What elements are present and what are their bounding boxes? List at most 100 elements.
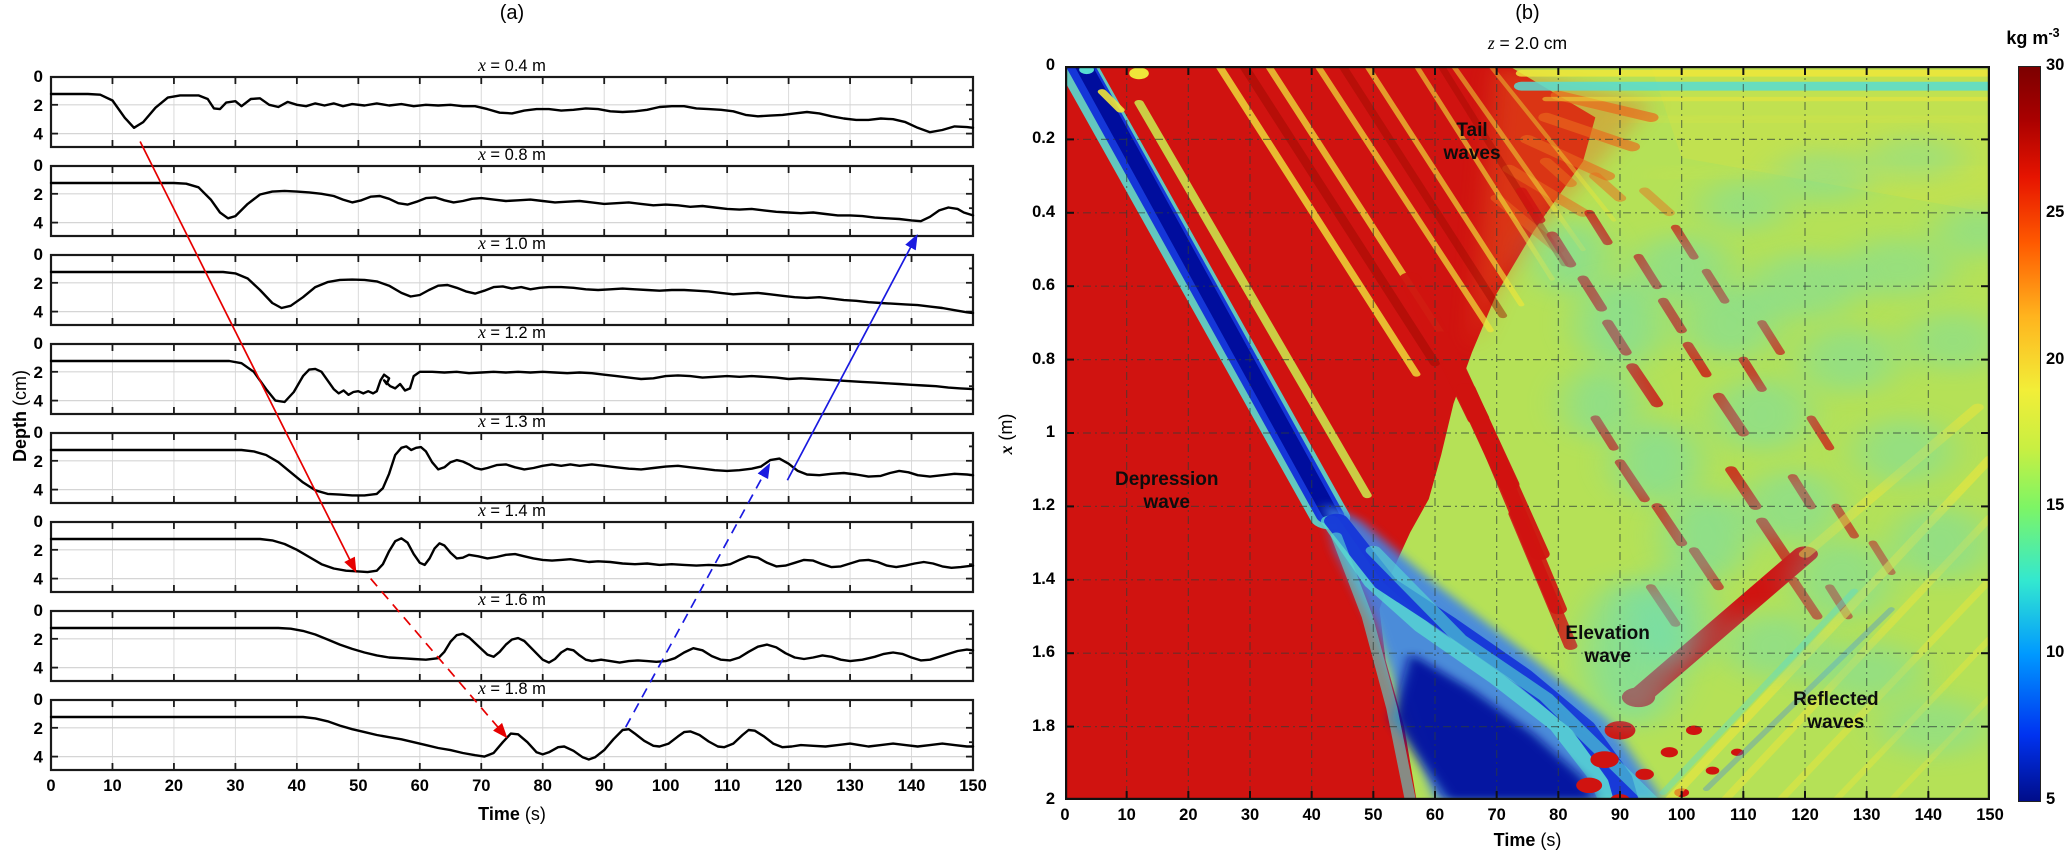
time-ticklabel: 150 [1976, 806, 2004, 824]
depth-ticklabel: 4 [34, 659, 44, 678]
x-position-ticklabel: 1.8 [1032, 716, 1055, 735]
depth-ticklabel: 2 [34, 96, 43, 115]
time-ticklabel: 110 [1730, 806, 1757, 824]
colorbar-ticklabel: 20 [2046, 349, 2065, 368]
subplot-title: x = 1.6 m [51, 589, 973, 610]
subplot-x-1.3m: 0 2 4 [34, 423, 975, 505]
time-ticklabel: 10 [1117, 806, 1136, 824]
colorbar-ticklabel: 15 [2046, 496, 2065, 515]
colorbar-ticklabel: 25 [2046, 202, 2065, 221]
annotation-depression: Depression wave [1115, 468, 1219, 513]
time-ticklabel: 70 [472, 777, 491, 795]
panel-a-label: (a) [499, 2, 525, 24]
title-var: x [478, 678, 486, 698]
depth-ticklabel: 2 [34, 452, 43, 471]
depth-ticklabel: 4 [34, 303, 44, 322]
title-rest: = 1.4 m [485, 502, 546, 520]
depth-ticklabel: 4 [34, 481, 44, 500]
x-position-ticklabel: 1.2 [1032, 496, 1055, 515]
ylabel-unit: (cm) [10, 370, 30, 411]
time-ticklabel: 110 [713, 777, 741, 795]
time-ticklabel: 30 [1240, 806, 1260, 824]
title-rest: = 1.3 m [485, 413, 546, 431]
x-position-axis-label: x (m) [996, 374, 1020, 494]
x-position-ticklabel: 0 [1045, 56, 1055, 74]
subplot-x-1.0m: 0 2 4 [34, 245, 975, 327]
time-axis-label-b: Time (s) [1065, 830, 1990, 851]
title-rest: = 1.2 m [485, 324, 546, 342]
time-ticklabel: 10 [103, 777, 122, 795]
depth-ticklabel: 4 [34, 214, 44, 233]
subplot-x-0.8m: 0 2 4 [34, 156, 975, 238]
subplot-x-1.6m: 0 2 4 [34, 601, 975, 683]
depth-ticklabel: 0 [34, 334, 43, 353]
xlabel-unit: (s) [1535, 830, 1562, 850]
depth-ticklabel: 0 [34, 67, 43, 86]
annotation-tail: Tail waves [1443, 120, 1501, 165]
depth-axis-label: Depth (cm) [10, 316, 34, 516]
depth-ticklabel: 2 [34, 630, 43, 649]
colorbar [2018, 66, 2041, 802]
subplot-title: x = 1.4 m [51, 500, 973, 521]
title-var: z [1487, 33, 1495, 53]
heatmap-grid [1065, 66, 1990, 800]
panel-b-label: (b) [1515, 2, 1540, 24]
time-ticklabel: 130 [836, 777, 864, 795]
time-ticklabel: 100 [1667, 806, 1696, 824]
time-ticklabel: 80 [1549, 806, 1568, 824]
time-ticklabel: 140 [1914, 806, 1943, 824]
x-position-ticklabel: 0.4 [1032, 202, 1055, 221]
ylabel-bold: Depth [10, 411, 30, 462]
heatmap-title: z = 2.0 cm [1065, 33, 1990, 54]
time-ticklabel: 40 [287, 777, 307, 795]
time-ticklabel: 90 [1610, 806, 1630, 824]
depth-ticklabel: 4 [34, 570, 44, 589]
subplot-title: x = 1.2 m [51, 322, 973, 343]
panel-b: (b) z = 2.0 cm Tail waves Depression wave… [990, 0, 2067, 856]
title-var: x [478, 411, 486, 431]
heatmap: Tail waves Depression wave Elevation wave R… [1065, 66, 1990, 800]
title-rest: = 1.0 m [485, 235, 546, 253]
depth-ticklabel: 2 [34, 719, 43, 738]
subplot-title: x = 1.3 m [51, 411, 973, 432]
ylabel-var: x [996, 445, 1016, 455]
time-ticklabel: 30 [226, 777, 245, 795]
x-position-ticklabel: 0.8 [1032, 349, 1055, 368]
x-position-ticklabel: 1.4 [1032, 569, 1055, 588]
time-ticklabel: 140 [897, 777, 926, 795]
title-var: x [478, 589, 486, 609]
depth-ticklabel: 4 [34, 125, 44, 144]
time-ticklabel: 20 [164, 777, 184, 795]
depth-ticklabel: 0 [34, 156, 43, 175]
subplot-title: x = 0.8 m [51, 144, 973, 165]
time-ticklabel: 60 [410, 777, 429, 795]
xlabel-bold: Time [1493, 830, 1536, 850]
panel-a: (a) x = 0.4 m 0 2 4 x = 0.8 m 0 2 4 x = 1.0 m 0 2 4… [0, 0, 990, 856]
x-position-ticklabel: 1 [1045, 423, 1055, 441]
x-position-ticklabel: 0.6 [1032, 276, 1055, 295]
ylabel-unit: (m) [996, 413, 1016, 446]
subplot-x-0.4m: 0 2 4 [34, 67, 975, 149]
time-ticklabel: 40 [1302, 806, 1321, 824]
colorbar-unit-exponent: -3 [2048, 26, 2060, 40]
title-var: x [478, 233, 486, 253]
time-ticklabel: 70 [1487, 806, 1506, 824]
colorbar-ticklabel: 10 [2046, 643, 2065, 662]
time-ticklabel: 0 [46, 777, 56, 795]
depth-ticklabel: 0 [34, 423, 43, 442]
depth-ticklabel: 2 [34, 363, 43, 382]
x-position-ticklabel: 2 [1045, 790, 1055, 808]
xlabel-unit: (s) [519, 804, 546, 824]
time-ticklabel: 120 [1791, 806, 1819, 824]
time-ticklabel: 130 [1852, 806, 1881, 824]
subplot-title: x = 1.8 m [51, 678, 973, 699]
time-ticklabel: 50 [349, 777, 368, 795]
depth-ticklabel: 2 [34, 541, 43, 560]
colorbar-unit-text: kg m [2006, 28, 2049, 48]
x-position-ticklabel: 1.6 [1032, 643, 1055, 662]
depth-ticklabel: 0 [34, 690, 43, 709]
time-ticklabel: 80 [533, 777, 552, 795]
title-rest: = 1.8 m [485, 680, 546, 698]
time-ticklabel: 100 [651, 777, 680, 795]
